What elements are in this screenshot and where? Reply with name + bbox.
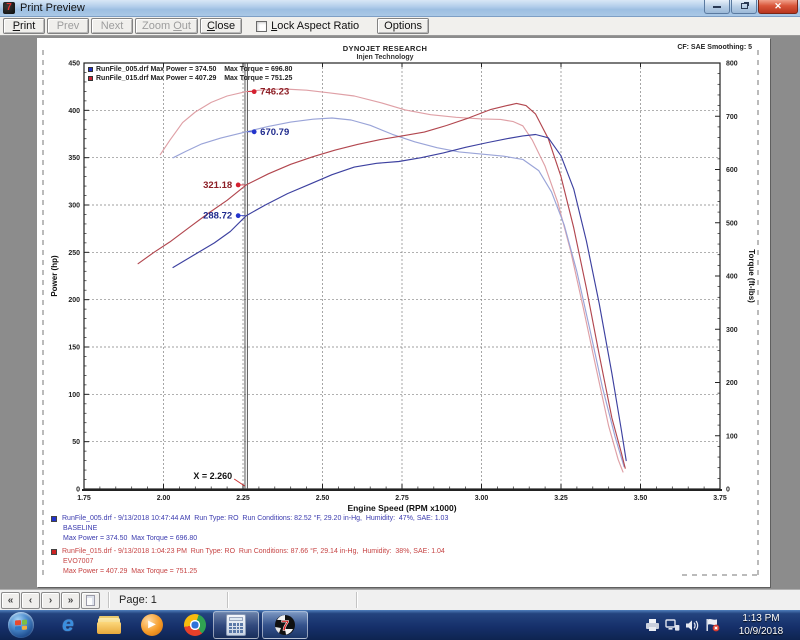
svg-text:2.00: 2.00 (157, 495, 171, 502)
svg-text:200: 200 (68, 297, 80, 304)
svg-text:X = 2.260: X = 2.260 (193, 471, 232, 481)
page-setup-button[interactable] (81, 591, 100, 609)
svg-text:450: 450 (68, 61, 80, 68)
prev-page-button[interactable]: ‹ (21, 591, 40, 609)
chart-subtitle: Injen Technology (356, 54, 414, 61)
svg-text:250: 250 (68, 250, 80, 257)
media-player-icon[interactable]: ▶ (140, 613, 164, 637)
svg-text:1.75: 1.75 (77, 495, 91, 502)
svg-text:0: 0 (76, 487, 80, 494)
run-annotations: RunFile_005.drf - 9/13/2018 10:47:44 AM … (51, 514, 448, 580)
dyno-chart: 1.75 2.00 2.25 2.50 2.75 3.00 3.25 3.50 3.750501… (42, 50, 759, 576)
volume-tray-icon[interactable] (682, 610, 702, 640)
zoom-out-button[interactable]: Zoom Out (135, 18, 198, 34)
run1-swatch (51, 516, 57, 522)
svg-text:100: 100 (726, 433, 738, 440)
svg-text:7: 7 (281, 618, 289, 635)
next-button[interactable]: Next (91, 18, 133, 34)
run2-swatch (51, 549, 57, 555)
svg-text:600: 600 (726, 167, 738, 174)
lock-aspect-label: Lock Aspect Ratio (271, 20, 360, 32)
internet-explorer-icon[interactable]: e (62, 613, 74, 636)
svg-text:3.25: 3.25 (554, 495, 568, 502)
run1-annotation: RunFile_005.drf - 9/13/2018 10:47:44 AM … (51, 514, 448, 544)
printer-tray-icon[interactable] (642, 610, 662, 640)
legend-row-run2: RunFile_015.drf Max Power = 407.29 Max T… (88, 74, 292, 83)
chart-legend: RunFile_005.drf Max Power = 374.50 Max T… (88, 65, 292, 83)
svg-text:50: 50 (72, 439, 80, 446)
taskbar: e ▶ 7 (0, 610, 800, 640)
titlebar: 7 Print Preview ✕ (0, 0, 800, 17)
svg-text:150: 150 (68, 345, 80, 352)
taskbar-clock[interactable]: 1:13 PM 10/9/2018 (738, 613, 784, 637)
svg-text:300: 300 (726, 327, 738, 334)
svg-text:100: 100 (68, 392, 80, 399)
svg-text:700: 700 (726, 114, 738, 121)
legend-swatch-blue (88, 67, 93, 72)
svg-text:500: 500 (726, 220, 738, 227)
correction-factor-label: CF: SAE Smoothing: 5 (677, 44, 752, 51)
svg-text:670.79: 670.79 (260, 127, 289, 138)
next-page-button[interactable]: › (41, 591, 60, 609)
svg-text:400: 400 (726, 274, 738, 281)
svg-text:350: 350 (68, 155, 80, 162)
svg-text:3.00: 3.00 (475, 495, 489, 502)
svg-text:200: 200 (726, 380, 738, 387)
prev-button[interactable]: Prev (47, 18, 89, 34)
legend-swatch-red (88, 76, 93, 81)
close-button[interactable]: Close (199, 18, 243, 34)
app-icon: 7 (3, 2, 15, 14)
svg-text:2.50: 2.50 (316, 495, 330, 502)
network-tray-icon[interactable] (662, 610, 682, 640)
svg-text:2.25: 2.25 (236, 495, 250, 502)
chart-company-title: DYNOJET RESEARCH (342, 44, 428, 53)
start-button[interactable] (8, 612, 34, 638)
file-explorer-icon[interactable] (97, 613, 121, 637)
options-button[interactable]: Options (377, 18, 430, 34)
winpep-taskbar-button[interactable]: 7 (262, 611, 308, 639)
page-number-label: Page: 1 (119, 594, 157, 606)
svg-text:Engine Speed (RPM x1000): Engine Speed (RPM x1000) (347, 503, 456, 513)
svg-text:Torque (ft-lbs): Torque (ft-lbs) (747, 249, 756, 303)
svg-text:321.18: 321.18 (203, 180, 232, 191)
svg-text:Power (hp): Power (hp) (50, 255, 59, 297)
window-title: Print Preview (20, 2, 85, 14)
preview-toolbar: Print Prev Next Zoom Out Close Lock Aspe… (0, 17, 800, 36)
print-button[interactable]: Print (3, 18, 45, 34)
winpep-icon: 7 (274, 614, 296, 636)
preview-page: DYNOJET RESEARCH Injen Technology CF: SA… (37, 38, 770, 587)
svg-text:400: 400 (68, 108, 80, 115)
chrome-icon[interactable] (183, 613, 207, 637)
lock-aspect-checkbox[interactable] (256, 20, 268, 32)
svg-text:0: 0 (726, 487, 730, 494)
restore-button[interactable] (731, 0, 757, 14)
last-page-button[interactable]: » (61, 591, 80, 609)
run2-annotation: RunFile_015.drf - 9/13/2018 1:04:23 PM R… (51, 547, 448, 577)
svg-text:746.23: 746.23 (260, 87, 289, 98)
action-center-tray-icon[interactable] (702, 610, 722, 640)
preview-workspace: DYNOJET RESEARCH Injen Technology CF: SA… (0, 36, 800, 589)
svg-text:3.75: 3.75 (713, 495, 727, 502)
svg-text:800: 800 (726, 61, 738, 68)
calculator-taskbar-button[interactable] (213, 611, 259, 639)
statusbar: « ‹ › » Page: 1 (0, 589, 800, 610)
minimize-button[interactable] (704, 0, 730, 14)
legend-row-run1: RunFile_005.drf Max Power = 374.50 Max T… (88, 65, 292, 74)
first-page-button[interactable]: « (1, 591, 20, 609)
close-window-button[interactable]: ✕ (758, 0, 798, 14)
svg-text:300: 300 (68, 203, 80, 210)
svg-text:3.50: 3.50 (634, 495, 648, 502)
svg-text:2.75: 2.75 (395, 495, 409, 502)
calculator-icon (226, 614, 246, 636)
svg-text:288.72: 288.72 (203, 211, 232, 222)
system-tray (642, 610, 722, 640)
